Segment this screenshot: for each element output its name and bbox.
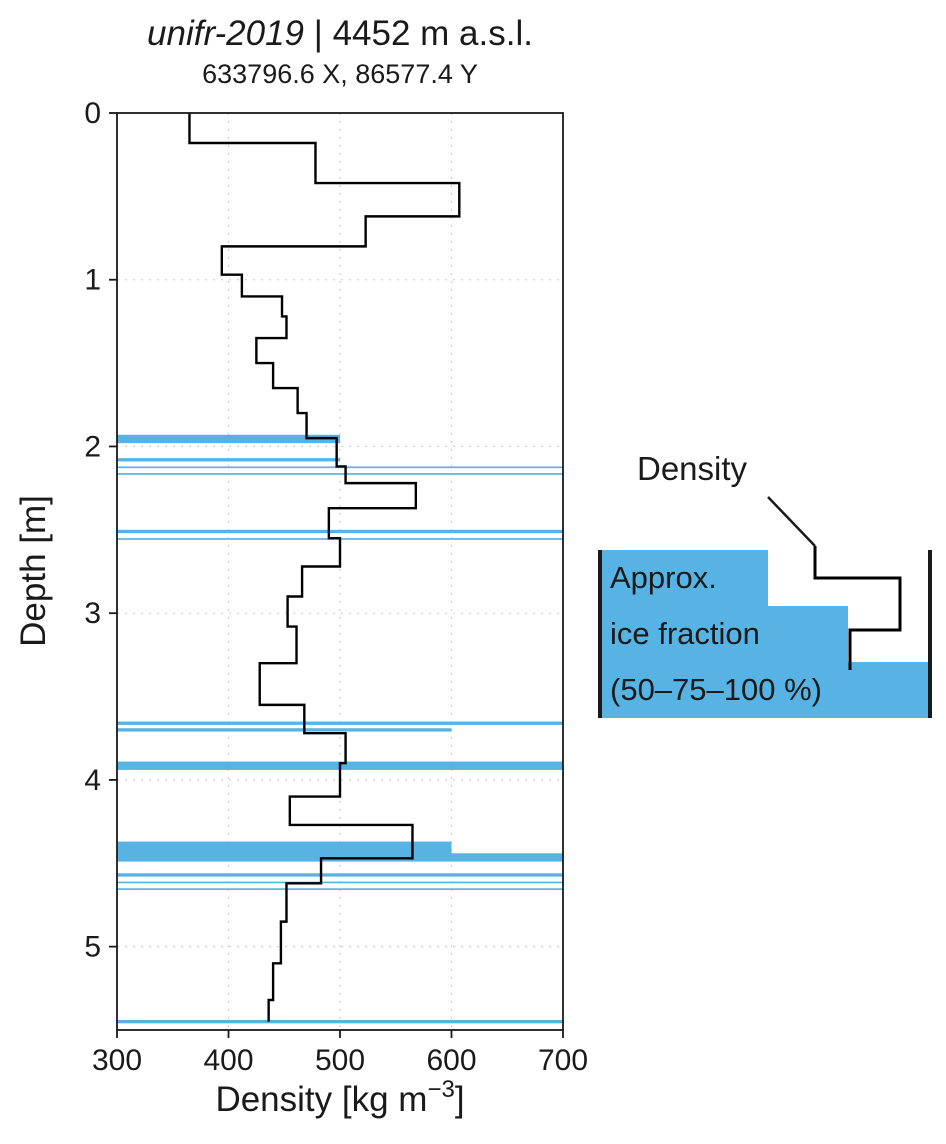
x-axis-label-main: Density [kg m: [215, 1080, 428, 1119]
y-tick-label: 3: [84, 597, 101, 630]
legend-row-50: Approx.: [600, 550, 930, 606]
legend-ice-fraction: Approx. ice fraction (50–75–100 %): [598, 550, 932, 718]
axis-ticks-and-labels: 300 400 500 600 700 0 1 2 3 4 5: [84, 97, 588, 1077]
ice-layer-bar: [117, 434, 340, 444]
gridlines: [116, 112, 564, 1030]
ice-layer-bar: [117, 873, 563, 877]
y-tick-label: 1: [84, 264, 101, 297]
x-axis-label-end: ]: [454, 1080, 465, 1119]
ice-layer-bar: [117, 473, 563, 475]
ice-layer-bar: [117, 529, 563, 534]
legend-row-75: ice fraction: [600, 606, 930, 662]
ice-layers: [117, 434, 563, 1024]
legend-density-label: Density: [637, 450, 748, 487]
x-tick-label: 300: [92, 1044, 142, 1077]
x-axis-label: Density [kg m−3]: [0, 1076, 680, 1120]
legend-right-bracket: [928, 550, 932, 718]
title-elevation: | 4452 m a.s.l.: [304, 14, 533, 53]
y-axis-label: Depth [m]: [14, 495, 53, 647]
ice-layer-bar: [117, 881, 563, 884]
legend-text-line: ice fraction: [610, 616, 760, 651]
x-tick-label: 600: [426, 1044, 476, 1077]
ice-fraction-50-swatch: [600, 550, 769, 606]
ice-layer-bar: [117, 721, 563, 725]
legend-text-line: Approx.: [610, 560, 717, 595]
chart-subtitle: 633796.6 X, 86577.4 Y: [202, 59, 478, 89]
y-tick-label: 5: [84, 931, 101, 964]
chart-title: unifr-2019 | 4452 m a.s.l.: [0, 14, 680, 54]
x-tick-label: 400: [203, 1044, 253, 1077]
x-tick-label: 500: [315, 1044, 365, 1077]
ice-layer-bar: [117, 458, 340, 462]
y-tick-label: 2: [84, 430, 101, 463]
ice-fraction-100-swatch: [600, 662, 930, 718]
y-tick-label: 0: [84, 97, 101, 130]
ice-layer-bar: [117, 728, 452, 732]
legend-row-100: (50–75–100 %): [600, 662, 930, 718]
x-tick-label: 700: [538, 1044, 588, 1077]
ice-layer-bar: [117, 1019, 563, 1024]
density-step-line: [188, 113, 461, 1022]
x-axis-label-exponent: −3: [427, 1076, 455, 1103]
legend-left-bracket: [598, 550, 602, 718]
core-name: unifr-2019: [147, 14, 305, 53]
legend-text-line: (50–75–100 %): [610, 672, 822, 707]
ice-layer-bar: [117, 888, 563, 890]
y-tick-label: 4: [84, 764, 101, 797]
ice-fraction-75-swatch: [600, 606, 848, 662]
